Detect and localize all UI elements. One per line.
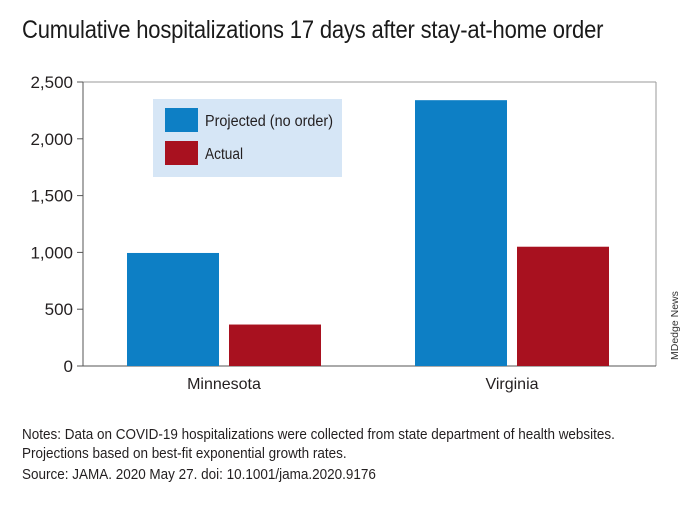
bar-virginia-projected [415, 100, 507, 367]
source-text: JAMA. 2020 May 27. doi: 10.1001/jama.202… [68, 467, 376, 483]
chart-source: Source: JAMA. 2020 May 27. doi: 10.1001/… [22, 467, 376, 483]
bar-minnesota-actual [229, 324, 321, 366]
source-label: Source: [22, 467, 69, 483]
y-tick-label: 0 [64, 357, 73, 376]
notes-text: Data on COVID-19 hospitalizations were c… [22, 427, 615, 462]
legend-label: Projected (no order) [205, 113, 333, 130]
chart-title: Cumulative hospitalizations 17 days afte… [22, 16, 604, 44]
x-axis-labels: Minnesota Virginia [187, 376, 539, 393]
y-tick-label: 1,500 [30, 187, 73, 206]
legend-swatch [165, 108, 198, 132]
y-tick-label: 2,500 [30, 73, 73, 92]
chart-notes: Notes: Data on COVID-19 hospitalizations… [22, 426, 617, 464]
bar-minnesota-projected [127, 252, 219, 366]
x-tick-label: Virginia [485, 376, 538, 393]
chart-legend: Projected (no order) Actual [153, 99, 342, 177]
bar-virginia-actual [517, 246, 609, 366]
credit-text: MDedge News [669, 291, 681, 360]
chart-bars [127, 100, 609, 367]
x-tick-label: Minnesota [187, 376, 261, 393]
y-tick-label: 500 [45, 300, 73, 319]
notes-label: Notes: [22, 427, 61, 443]
legend-swatch [165, 141, 198, 165]
legend-label: Actual [205, 146, 243, 163]
chart-axes: 0 500 1,000 1,500 2,000 2,500 [30, 73, 657, 376]
y-tick-label: 1,000 [30, 243, 73, 262]
bar-chart: 0 500 1,000 1,500 2,000 2,500 Minnesota Virgin… [30, 73, 657, 393]
y-tick-label: 2,000 [30, 130, 73, 149]
